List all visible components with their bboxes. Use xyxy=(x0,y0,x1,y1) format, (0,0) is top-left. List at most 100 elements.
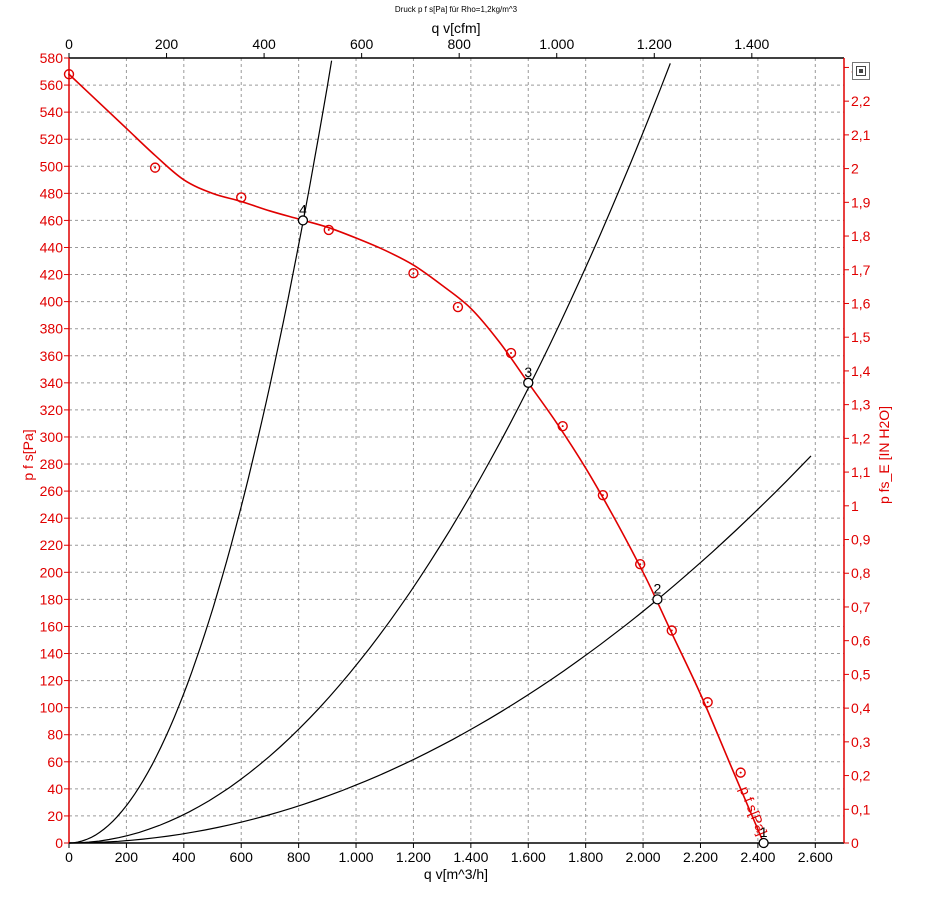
y-tick-label: 360 xyxy=(40,348,64,364)
x2-tick-label: 0 xyxy=(65,36,73,52)
y2-tick-label: 0,8 xyxy=(851,565,871,581)
y-tick-label: 560 xyxy=(40,77,64,93)
y2-tick-label: 0,9 xyxy=(851,532,871,548)
x-tick-label: 1.600 xyxy=(511,849,546,865)
system-curve-2 xyxy=(68,63,671,844)
y2-tick-label: 1,3 xyxy=(851,397,871,413)
fan-curve-marker-dot xyxy=(670,629,673,632)
x2-tick-label: 1.400 xyxy=(734,36,769,52)
operating-point-4 xyxy=(297,215,309,226)
fan-curve-marker-dot xyxy=(739,771,742,774)
fan-curve-marker xyxy=(557,420,568,432)
y-tick-label: 80 xyxy=(47,727,63,743)
fan-curve-marker-dot xyxy=(706,701,709,704)
y2-tick-label: 0,7 xyxy=(851,599,871,615)
x-tick-label: 1.800 xyxy=(568,849,603,865)
fan-curve-marker xyxy=(323,224,334,236)
fan-curve-marker xyxy=(236,192,247,203)
x-tick-label: 800 xyxy=(287,849,311,865)
y-tick-label: 540 xyxy=(40,104,64,120)
operating-point-1 xyxy=(758,837,769,849)
y-tick-label: 300 xyxy=(40,429,64,445)
y-tick-label: 60 xyxy=(47,754,63,770)
y-tick-label: 460 xyxy=(40,212,64,228)
y-tick-label: 100 xyxy=(40,700,64,716)
y-tick-label: 320 xyxy=(40,402,64,418)
left-axis-label: p f s[Pa] xyxy=(20,429,36,480)
y-tick-label: 500 xyxy=(40,158,64,174)
x-tick-label: 1.400 xyxy=(453,849,488,865)
y2-tick-label: 1,5 xyxy=(851,329,871,345)
x2-tick-label: 600 xyxy=(350,36,374,52)
fan-curve-marker xyxy=(149,162,161,173)
x-tick-label: 2.000 xyxy=(626,849,661,865)
y2-tick-label: 1,2 xyxy=(851,430,871,446)
y2-tick-label: 1,1 xyxy=(851,464,871,480)
fan-curve-marker xyxy=(408,267,419,279)
y2-tick-label: 1,8 xyxy=(851,228,871,244)
y2-tick-label: 1,6 xyxy=(851,295,871,311)
bottom-axis-label: q v[m^3/h] xyxy=(424,866,488,882)
system-curve-1 xyxy=(68,60,333,844)
fan-curve-line xyxy=(68,73,765,844)
y-tick-label: 420 xyxy=(40,267,64,283)
y2-tick-label: 1,7 xyxy=(851,262,871,278)
fan-curve-marker xyxy=(635,558,646,570)
y-tick-label: 20 xyxy=(47,808,63,824)
y-tick-label: 340 xyxy=(40,375,64,391)
fan-curve-marker-dot xyxy=(601,494,604,497)
y-tick-label: 220 xyxy=(40,537,64,553)
fan-curve-marker-dot xyxy=(68,73,70,76)
fan-curve-marker xyxy=(735,767,746,778)
y-tick-label: 140 xyxy=(40,646,64,662)
system-curve-3 xyxy=(68,455,812,844)
fan-curve-marker-dot xyxy=(561,425,564,428)
x-tick-label: 600 xyxy=(230,849,254,865)
x-tick-label: 2.200 xyxy=(683,849,718,865)
fan-curve-marker-dot xyxy=(456,306,459,309)
fan-curve-marker xyxy=(505,347,517,359)
x-tick-label: 2.600 xyxy=(798,849,833,865)
y-tick-label: 400 xyxy=(40,294,64,310)
fan-curve-marker xyxy=(63,69,75,80)
y2-tick-label: 2 xyxy=(851,161,859,177)
y2-tick-label: 0,4 xyxy=(851,700,871,716)
x-tick-label: 2.400 xyxy=(740,849,775,865)
x-tick-label: 1.000 xyxy=(339,849,374,865)
y-tick-label: 580 xyxy=(40,50,64,66)
fan-curve-marker-dot xyxy=(327,228,330,231)
y-tick-label: 180 xyxy=(40,591,64,607)
y-tick-label: 160 xyxy=(40,618,64,634)
operating-point-2 xyxy=(652,594,663,605)
y2-tick-label: 1,9 xyxy=(851,194,871,210)
x2-tick-label: 800 xyxy=(448,36,472,52)
y2-tick-label: 1,4 xyxy=(851,363,871,379)
y2-tick-label: 0,1 xyxy=(851,801,871,817)
y-tick-label: 280 xyxy=(40,456,64,472)
x-tick-label: 0 xyxy=(65,849,73,865)
fan-curve-marker-dot xyxy=(240,196,243,199)
x2-tick-label: 1.000 xyxy=(539,36,574,52)
y-tick-label: 520 xyxy=(40,131,64,147)
fan-curve-marker xyxy=(597,489,609,501)
zoom-fit-icon[interactable] xyxy=(852,62,870,80)
y2-tick-label: 0 xyxy=(851,835,859,851)
chart-title: Druck p f s[Pa] für Rho=1,2kg/m^3 xyxy=(395,5,518,14)
operating-point-label-2: 2 xyxy=(654,580,662,596)
x-tick-label: 200 xyxy=(115,849,139,865)
fan-curve-marker xyxy=(452,301,464,313)
x2-tick-label: 400 xyxy=(252,36,276,52)
y-tick-label: 240 xyxy=(40,510,64,526)
fan-curve-marker-dot xyxy=(412,272,415,275)
x-tick-label: 400 xyxy=(172,849,196,865)
operating-point-label-1: 1 xyxy=(760,824,768,840)
operating-point-label-3: 3 xyxy=(524,364,532,380)
top-axis-label: q v[cfm] xyxy=(431,20,480,36)
y2-tick-label: 2,1 xyxy=(851,127,871,143)
y-tick-label: 200 xyxy=(40,564,64,580)
x-tick-label: 1.200 xyxy=(396,849,431,865)
y-tick-label: 260 xyxy=(40,483,64,499)
operating-point-label-4: 4 xyxy=(299,201,307,217)
fan-curve-marker xyxy=(702,697,713,708)
